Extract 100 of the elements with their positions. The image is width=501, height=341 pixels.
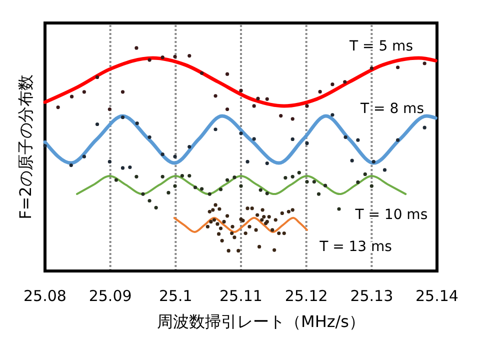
point <box>330 113 334 117</box>
point <box>160 152 164 156</box>
point <box>246 160 250 164</box>
point <box>262 215 266 219</box>
x-axis-title: 周波数掃引レート（MHz/s） <box>157 312 365 331</box>
point <box>422 62 426 66</box>
point <box>148 198 152 203</box>
point <box>305 141 309 146</box>
point <box>108 160 112 164</box>
point <box>305 180 309 184</box>
point <box>200 71 204 75</box>
point <box>134 46 138 50</box>
point <box>370 66 374 70</box>
point <box>256 213 260 217</box>
point <box>256 96 260 100</box>
point <box>250 206 254 210</box>
point <box>290 174 294 178</box>
point <box>396 138 400 142</box>
point <box>82 154 86 158</box>
point <box>318 90 322 94</box>
point <box>246 206 250 210</box>
point <box>56 106 60 110</box>
x-tick-label: 25.11 <box>220 287 262 305</box>
point <box>188 144 192 149</box>
point <box>214 128 218 132</box>
point <box>232 236 236 240</box>
point <box>69 163 73 168</box>
point <box>214 203 218 207</box>
point <box>396 66 400 70</box>
point <box>70 94 74 98</box>
point <box>277 232 281 236</box>
point <box>344 135 348 139</box>
point <box>120 90 125 94</box>
point <box>248 224 252 228</box>
point <box>216 232 221 236</box>
point <box>230 232 234 236</box>
point <box>95 122 100 126</box>
series-label: T = 10 ms <box>354 206 428 223</box>
point <box>208 210 212 214</box>
point <box>225 72 230 76</box>
point <box>382 168 387 172</box>
point <box>356 138 360 142</box>
x-tick-label: 25.09 <box>88 287 132 305</box>
point <box>193 186 198 190</box>
point <box>370 184 374 188</box>
point <box>265 192 269 196</box>
point <box>254 228 258 232</box>
point <box>166 190 170 195</box>
point <box>363 172 367 176</box>
series-label: T = 8 ms <box>360 100 424 117</box>
point <box>222 220 226 224</box>
point <box>180 174 184 178</box>
point <box>188 174 192 178</box>
point <box>270 228 274 232</box>
point <box>290 117 294 121</box>
point <box>160 174 164 178</box>
point <box>154 206 158 210</box>
point <box>343 80 347 84</box>
point <box>337 207 341 211</box>
y-axis-title: F=2の原子の分布数 <box>16 74 35 220</box>
point <box>274 218 278 222</box>
x-tick-label: 25.14 <box>416 287 458 305</box>
point <box>225 178 230 182</box>
point <box>265 97 269 101</box>
point <box>188 54 192 58</box>
point <box>232 176 236 180</box>
point <box>225 214 230 218</box>
point <box>211 208 215 212</box>
point <box>43 144 47 148</box>
point <box>216 222 220 226</box>
point <box>209 220 213 224</box>
point <box>356 180 360 184</box>
point <box>280 211 284 216</box>
point <box>200 187 204 191</box>
point <box>212 218 216 222</box>
point <box>220 238 224 242</box>
point <box>225 108 230 112</box>
point <box>350 158 354 162</box>
point <box>305 104 309 108</box>
point <box>239 132 243 136</box>
point <box>252 104 256 108</box>
point <box>258 188 262 192</box>
point <box>290 137 294 141</box>
point <box>252 137 256 141</box>
point <box>108 108 112 112</box>
point <box>160 56 164 60</box>
point <box>290 208 294 212</box>
point <box>120 116 125 120</box>
point <box>239 88 243 92</box>
point <box>148 58 152 62</box>
point <box>260 218 264 222</box>
point <box>148 135 152 139</box>
point <box>206 224 210 228</box>
point <box>257 244 262 248</box>
point <box>267 215 271 219</box>
point <box>173 54 177 58</box>
point <box>422 126 426 130</box>
point <box>323 184 328 188</box>
series-label: T = 13 ms <box>318 238 392 255</box>
series-label: T = 5 ms <box>348 38 413 55</box>
